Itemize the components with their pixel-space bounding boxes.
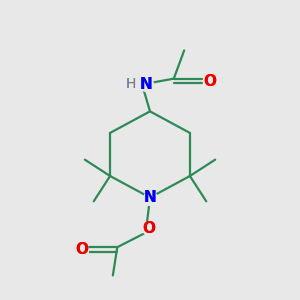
Text: O: O [75,242,88,257]
Text: N: N [140,77,152,92]
Text: O: O [142,221,155,236]
Text: O: O [203,74,216,88]
Text: O: O [75,242,88,257]
Text: H: H [126,77,136,91]
Text: N: N [144,190,156,205]
Text: H: H [126,77,136,91]
Text: O: O [203,74,216,88]
Text: N: N [140,77,152,92]
Text: N: N [144,190,156,205]
Text: O: O [142,221,155,236]
